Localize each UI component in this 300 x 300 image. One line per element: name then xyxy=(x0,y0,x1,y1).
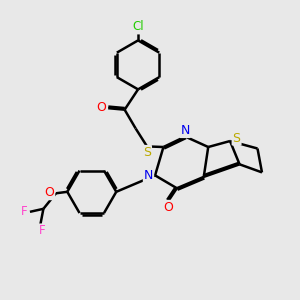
Text: F: F xyxy=(39,224,45,237)
Text: O: O xyxy=(163,201,173,214)
Text: S: S xyxy=(232,132,241,145)
Text: Cl: Cl xyxy=(132,20,144,34)
Text: N: N xyxy=(144,169,153,182)
Text: S: S xyxy=(143,146,151,159)
Text: O: O xyxy=(44,186,54,199)
Text: F: F xyxy=(21,205,27,218)
Text: N: N xyxy=(181,124,190,137)
Text: O: O xyxy=(97,100,106,113)
